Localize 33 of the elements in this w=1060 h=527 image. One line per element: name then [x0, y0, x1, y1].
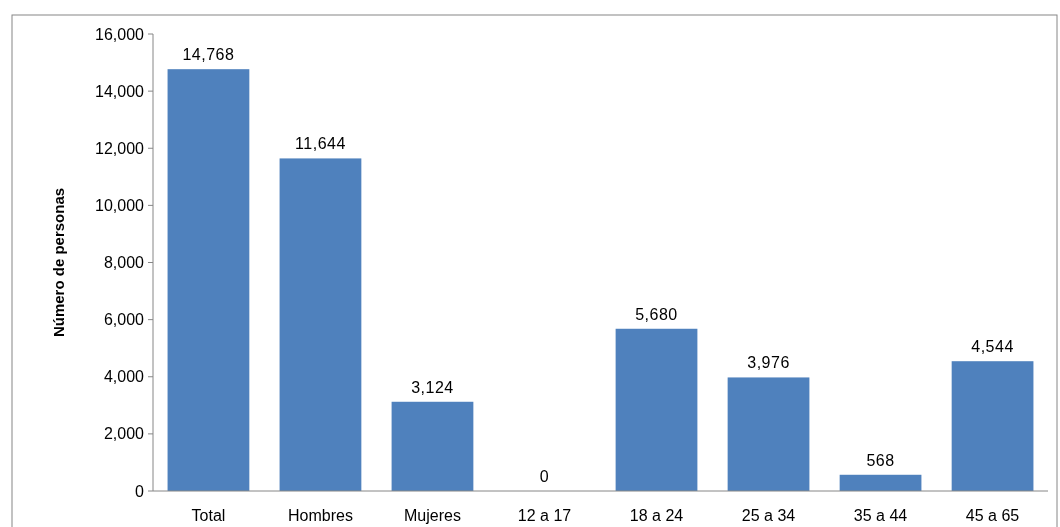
- bar: [727, 377, 810, 491]
- data-label: 4,544: [971, 338, 1014, 356]
- bar: [615, 328, 698, 491]
- x-tick-label: Hombres: [288, 507, 353, 524]
- bar: [839, 474, 922, 491]
- data-label: 3,124: [411, 378, 454, 396]
- y-tick-label: 8,000: [103, 254, 145, 272]
- y-tick-label: 12,000: [95, 139, 145, 157]
- y-tick-label: 10,000: [95, 196, 145, 214]
- data-label: 3,976: [747, 354, 790, 372]
- data-label: 0: [539, 468, 550, 485]
- x-tick-label: 18 a 24: [629, 507, 684, 524]
- data-label: 14,768: [182, 46, 235, 64]
- x-tick-label: 45 a 65: [965, 507, 1020, 524]
- y-tick-label: 2,000: [103, 425, 145, 443]
- x-tick-label: 35 a 44: [853, 507, 908, 524]
- y-tick-label: 14,000: [95, 82, 145, 100]
- bar: [279, 158, 362, 491]
- data-label: 5,680: [635, 305, 678, 323]
- y-tick-label: 16,000: [95, 25, 145, 43]
- bar: [167, 69, 250, 491]
- y-tick-label: 0: [135, 482, 145, 500]
- y-tick-label: 6,000: [103, 311, 145, 329]
- bar: [951, 361, 1034, 491]
- x-tick-label: 25 a 34: [741, 507, 796, 524]
- x-tick-label: Mujeres: [404, 507, 461, 524]
- data-label: 11,644: [295, 135, 346, 153]
- x-tick-label: Total: [191, 507, 226, 524]
- x-tick-label: 12 a 17: [517, 507, 572, 524]
- bar: [391, 401, 474, 491]
- data-label: 568: [866, 451, 895, 469]
- y-tick-label: 4,000: [103, 368, 145, 386]
- y-axis-title: Número de personas: [50, 187, 67, 338]
